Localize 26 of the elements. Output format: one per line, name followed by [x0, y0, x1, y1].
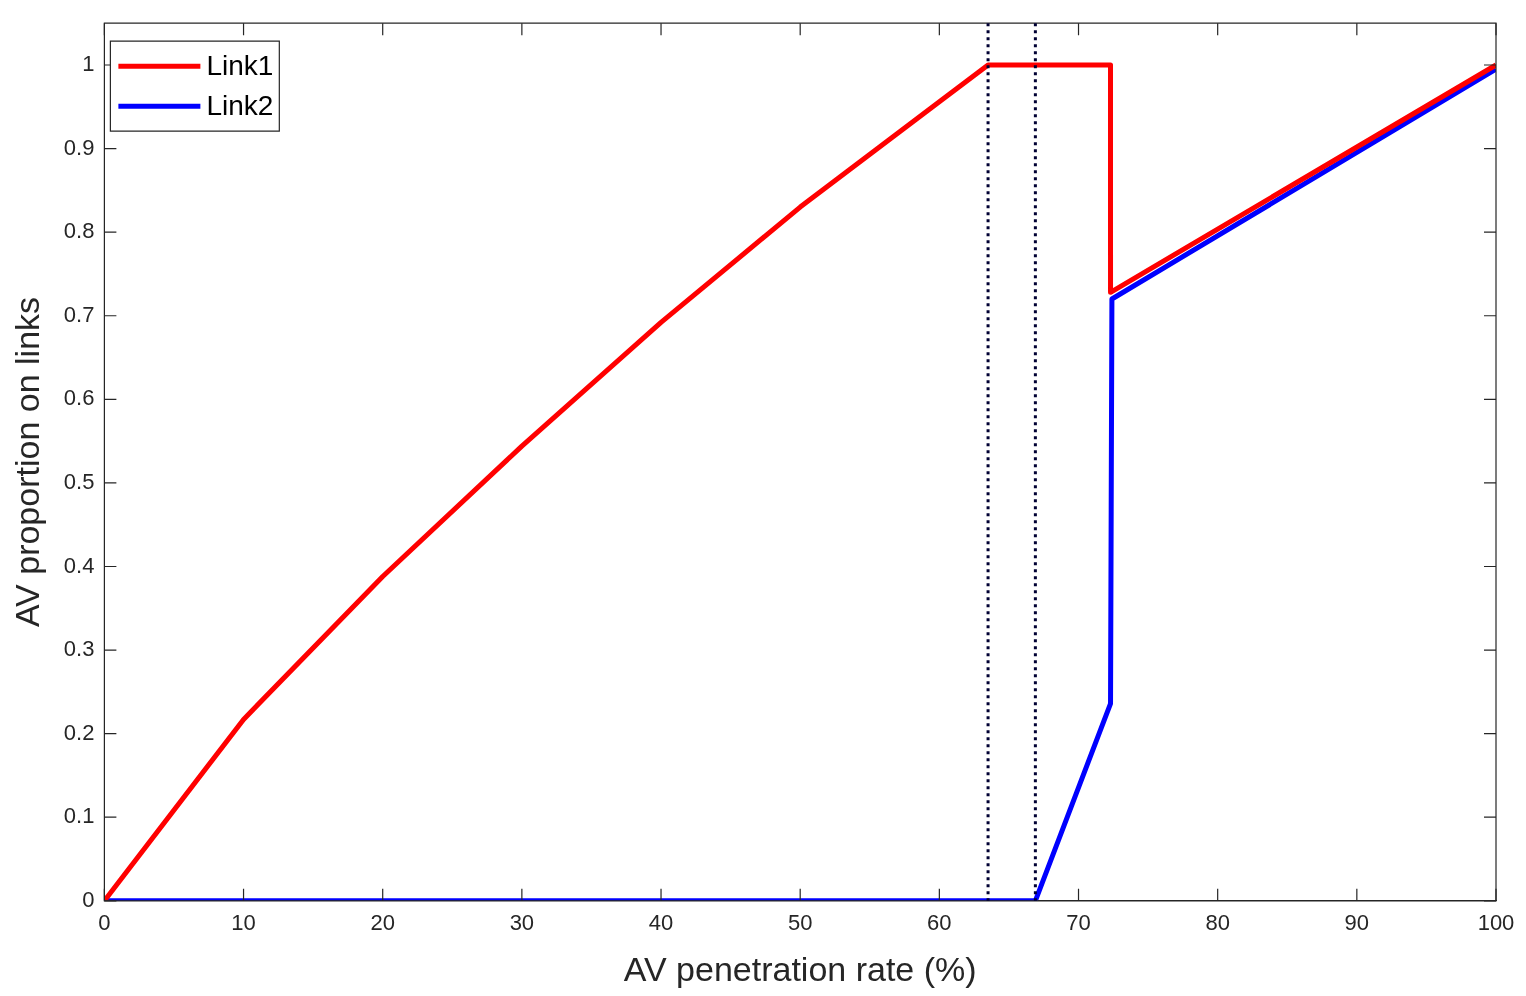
- y-tick-label: 0.3: [63, 636, 95, 662]
- legend-label: Link2: [206, 89, 274, 121]
- legend-label: Link1: [206, 49, 274, 81]
- x-tick-label: 40: [648, 910, 674, 936]
- y-tick-label: 0.7: [63, 301, 95, 327]
- y-tick-label: 0.6: [63, 385, 95, 411]
- x-tick-label: 100: [1477, 910, 1515, 936]
- x-tick-label: 20: [370, 910, 395, 936]
- x-tick-label: 0: [98, 910, 111, 936]
- x-tick-label: 60: [927, 910, 952, 936]
- y-tick-label: 0.8: [63, 218, 95, 244]
- x-tick-label: 10: [231, 910, 256, 936]
- y-tick-label: 1: [82, 51, 95, 77]
- x-tick-label: 90: [1344, 910, 1370, 936]
- y-tick-label: 0.1: [63, 803, 95, 829]
- x-tick-label: 50: [787, 910, 813, 936]
- x-axis-title: AV penetration rate (%): [623, 949, 977, 988]
- y-tick-label: 0.2: [63, 719, 95, 745]
- y-tick-label: 0.5: [63, 468, 95, 494]
- x-tick-label: 70: [1066, 910, 1091, 936]
- y-axis-title: AV proportion on links: [7, 296, 46, 628]
- x-tick-label: 30: [509, 910, 535, 936]
- y-tick-label: 0.9: [63, 134, 95, 160]
- y-tick-label: 0.4: [63, 552, 95, 578]
- y-tick-label: 0: [82, 886, 95, 912]
- x-tick-label: 80: [1205, 910, 1230, 936]
